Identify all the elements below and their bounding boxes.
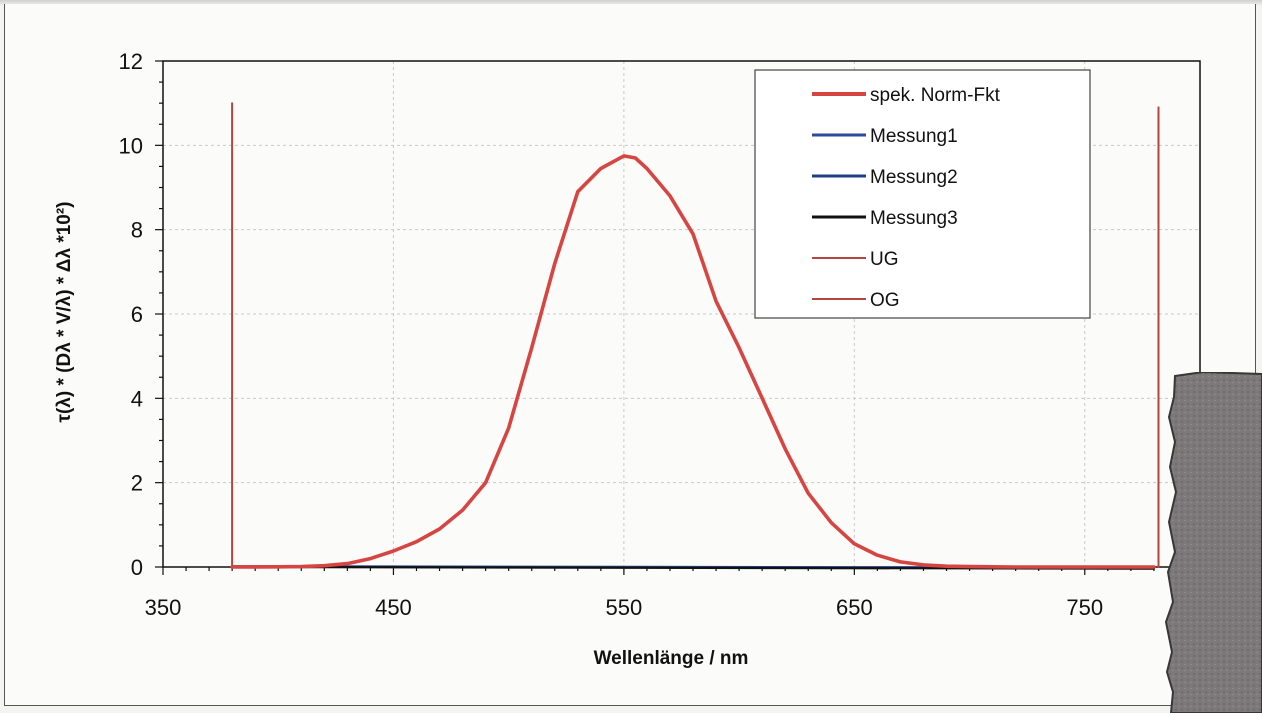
y-tick-label: 12 [119,49,143,74]
y-tick-label: 6 [131,302,143,327]
y-tick-label: 4 [131,386,143,411]
x-tick-label: 550 [606,595,643,620]
legend-entry: UG [870,249,899,270]
legend: spek. Norm-Fkt Messung1 Messung2 Messung3 UG… [754,69,1091,319]
x-tick-label: 450 [375,595,412,620]
legend-entry: Messung2 [870,167,958,188]
tick-marks [155,60,1201,575]
x-tick-label: 650 [836,595,873,620]
x-axis-title: Wellenlänge / nm [594,648,749,669]
scan-edge [0,0,1262,6]
y-tick-label: 0 [131,555,143,580]
y-tick-label: 10 [119,133,143,158]
x-tick-label: 750 [1066,595,1103,620]
legend-entry: Messung3 [870,208,958,229]
legend-entry: Messung1 [870,126,958,147]
y-tick-labels: 0 2 4 6 8 10 12 [119,49,143,580]
series-line-spek-norm-fkt [230,154,1156,569]
legend-box [754,69,1091,319]
series-lines [230,102,1160,570]
x-tick-label: 350 [145,595,182,620]
x-tick-labels: 350 450 550 650 750 [145,595,1103,620]
y-axis-title: τ(λ) * (Dλ * V/λ) * Δλ *10²) [54,202,75,423]
y-tick-label: 8 [131,218,143,243]
y-tick-label: 2 [131,471,143,496]
legend-entry: spek. Norm-Fkt [870,85,1001,106]
torn-paper-overlay [1164,372,1262,713]
legend-entry: OG [870,290,900,311]
